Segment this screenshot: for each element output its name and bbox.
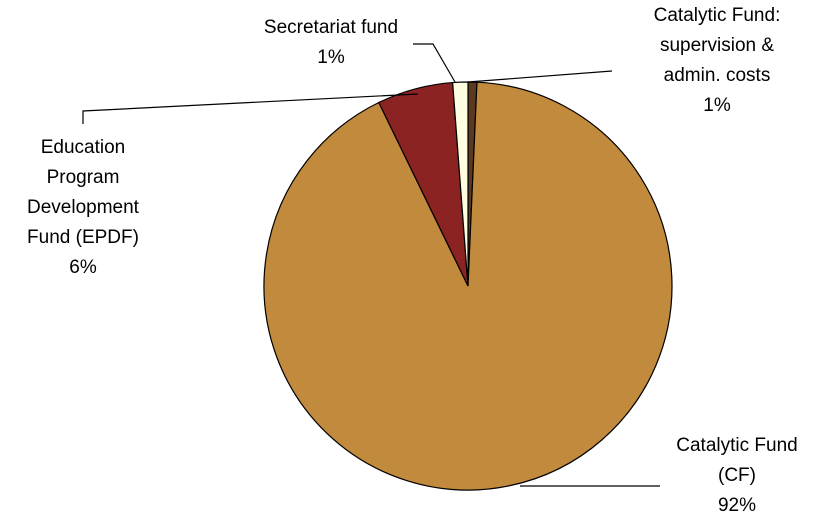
pie-slice-3 xyxy=(451,81,469,287)
leader-line-0 xyxy=(467,70,613,83)
slice-name-line: admin. costs xyxy=(664,65,771,86)
slice-percent-label: 1% xyxy=(317,47,345,68)
slice-label-1: Catalytic Fund (CF) 92% xyxy=(676,435,797,516)
slice-name-line: Program xyxy=(47,167,120,188)
leader-line-2 xyxy=(82,93,419,124)
slice-name-line: Catalytic Fund: xyxy=(654,5,781,26)
slice-name-line: Secretariat fund xyxy=(264,17,398,38)
slice-label-3: Secretariat fund 1% xyxy=(264,17,398,68)
slice-percent-label: 92% xyxy=(718,495,756,516)
slice-label-0: Catalytic Fund: supervision & admin. costs… xyxy=(654,5,781,116)
leader-lines xyxy=(82,43,660,487)
slice-name-line: (CF) xyxy=(718,465,756,486)
slice-label-2: Education Program Development Fund (EPDF) 6% xyxy=(27,137,140,278)
slice-name-line: Catalytic Fund xyxy=(676,435,797,456)
slice-name-line: Fund (EPDF) xyxy=(27,227,139,248)
slice-name-line: supervision & xyxy=(660,35,774,56)
slice-percent-label: 1% xyxy=(703,95,731,116)
slice-percent-label: 6% xyxy=(69,257,97,278)
slice-name-line: Education xyxy=(41,137,126,158)
slice-labels: Catalytic Fund: supervision & admin. costs… xyxy=(27,5,798,516)
slice-name-line: Development xyxy=(27,197,140,218)
leader-line-3 xyxy=(413,43,456,83)
pie-slices xyxy=(263,81,673,491)
